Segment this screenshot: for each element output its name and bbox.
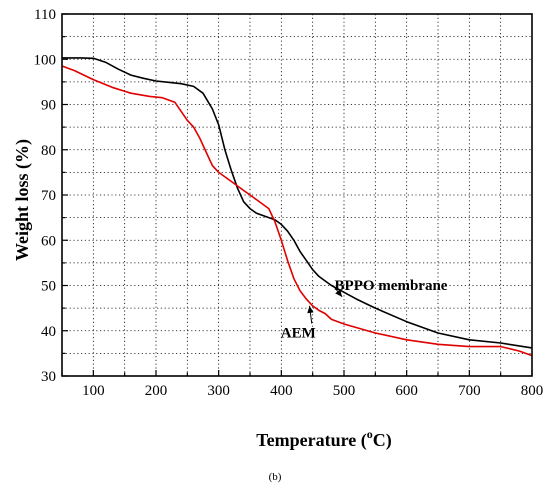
y-tick-label: 90 <box>41 98 56 114</box>
y-tick-label: 100 <box>34 52 57 68</box>
annotation-label-bppo-membrane: BPPO membrane <box>335 278 448 294</box>
y-tick-label: 110 <box>34 7 56 23</box>
annotation-arrowhead <box>307 305 314 314</box>
tick-labels: 100 200 300 400 500 600 700 800 30 40 50 60 70 80 90 10… <box>34 7 544 399</box>
y-tick-label: 40 <box>41 324 56 340</box>
annotation-label-aem: AEM <box>281 326 316 342</box>
y-tick-label: 60 <box>41 233 56 249</box>
figure-caption: (b) <box>269 471 282 483</box>
grid <box>62 14 532 376</box>
y-tick-label: 70 <box>41 188 56 204</box>
y-tick-label: 50 <box>41 279 56 295</box>
annotations: BPPO membrane AEM <box>281 278 448 342</box>
x-axis-label-degree: o <box>367 427 373 441</box>
axes <box>61 13 533 377</box>
annotation-arrowhead <box>335 289 343 297</box>
series-line-aem <box>61 65 533 357</box>
x-tick-label: 800 <box>521 383 544 399</box>
series-layer <box>61 57 533 357</box>
x-axis-label-unit: C) <box>373 430 392 451</box>
x-tick-label: 200 <box>145 383 168 399</box>
series-line-bppo-membrane <box>62 57 533 349</box>
y-tick-label: 80 <box>41 143 56 159</box>
x-tick-label: 700 <box>458 383 481 399</box>
y-axis-label: Weight loss (%) <box>12 139 33 261</box>
x-axis-label: Temperature (oC) <box>256 427 391 451</box>
x-tick-label: 300 <box>207 383 230 399</box>
x-tick-label: 100 <box>82 383 105 399</box>
y-tick-label: 30 <box>41 369 56 385</box>
x-tick-label: 600 <box>395 383 418 399</box>
x-tick-label: 400 <box>270 383 293 399</box>
x-tick-label: 500 <box>333 383 356 399</box>
